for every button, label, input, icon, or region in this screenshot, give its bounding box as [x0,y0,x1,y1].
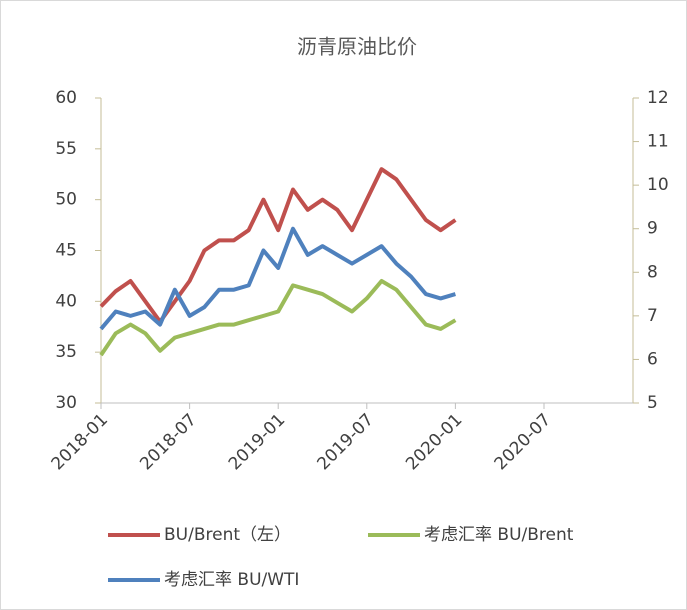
y-tick-label: 50 [55,190,77,210]
chart-title: 沥青原油比价 [297,35,417,59]
y-tick-label: 60 [55,88,77,108]
y2-tick-label: 12 [647,88,669,108]
y2-tick-label: 5 [647,393,658,413]
y-tick-label: 30 [55,393,77,413]
legend-label: 考虑汇率 BU/Brent [424,525,574,545]
y-tick-label: 40 [55,291,77,311]
y2-tick-label: 8 [647,262,658,282]
legend-label: BU/Brent（左） [164,525,291,545]
y2-tick-label: 6 [647,349,658,369]
y2-tick-label: 11 [647,132,669,152]
y-tick-label: 45 [55,241,77,261]
y2-tick-label: 9 [647,219,658,239]
y-tick-label: 35 [55,342,77,362]
y2-tick-label: 7 [647,306,658,326]
legend-label: 考虑汇率 BU/WTI [164,570,299,590]
series-line [99,226,456,331]
series-line [99,279,457,357]
y2-tick-label: 10 [647,175,669,195]
y-tick-label: 55 [55,139,77,159]
